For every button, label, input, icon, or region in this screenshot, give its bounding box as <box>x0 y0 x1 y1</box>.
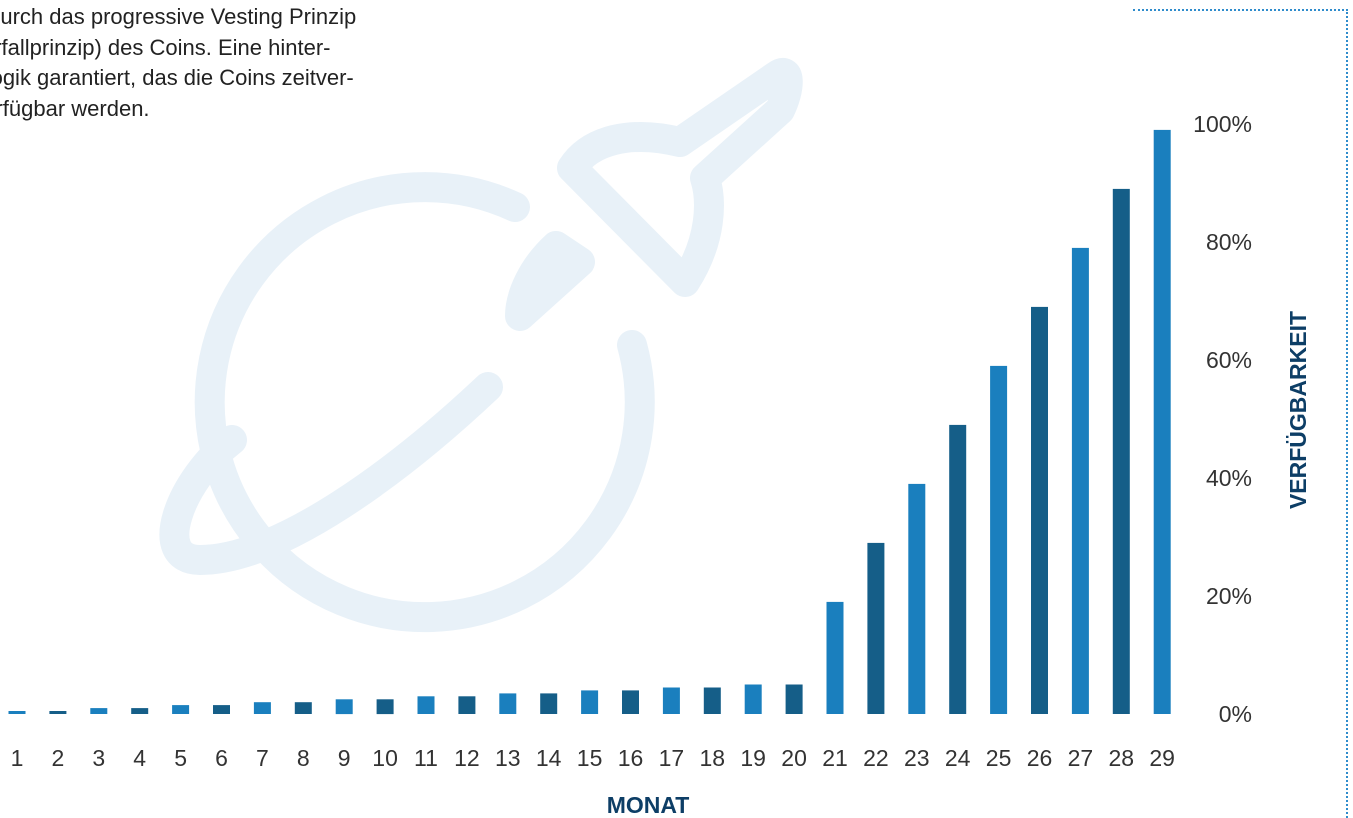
x-tick-label: 1 <box>11 745 24 771</box>
bars-group <box>8 129 1171 715</box>
intro-line: e Logik garantiert, das die Coins zeitve… <box>0 65 354 90</box>
bar-month-3 <box>90 708 108 714</box>
x-tick-label: 12 <box>454 745 480 771</box>
x-tick-label: 2 <box>52 745 65 771</box>
bar-month-21 <box>826 601 844 714</box>
y-axis-title: VERFÜGBARKEIT <box>1285 311 1311 509</box>
x-tick-label: 11 <box>414 745 438 771</box>
bar-month-14 <box>540 693 558 714</box>
bar-month-4 <box>131 708 149 714</box>
bar-month-13 <box>499 693 517 714</box>
bar-month-6 <box>213 705 230 714</box>
x-axis-title: MONAT <box>607 792 690 818</box>
bar-month-15 <box>581 690 599 714</box>
bar-month-25 <box>990 365 1008 714</box>
x-tick-label: 28 <box>1109 745 1135 771</box>
bar-month-22 <box>867 542 885 714</box>
x-tick-label: 25 <box>986 745 1012 771</box>
bar-month-10 <box>376 699 394 715</box>
x-tick-label: 5 <box>174 745 187 771</box>
bar-month-18 <box>703 687 721 714</box>
x-tick-label: 23 <box>904 745 930 771</box>
bar-month-2 <box>49 711 67 714</box>
x-tick-label: 9 <box>338 745 351 771</box>
x-tick-label: 29 <box>1149 745 1175 771</box>
x-tick-label: 20 <box>781 745 807 771</box>
x-tick-label: 8 <box>297 745 310 771</box>
x-tick-label: 19 <box>740 745 766 771</box>
bar-month-19 <box>744 684 762 714</box>
bar-month-5 <box>172 705 190 714</box>
x-tick-label: 18 <box>700 745 726 771</box>
dotted-frame-right <box>1346 9 1348 818</box>
x-tick-label: 4 <box>133 745 146 771</box>
x-tick-label: 13 <box>495 745 521 771</box>
x-tick-label: 22 <box>863 745 889 771</box>
bar-month-8 <box>294 702 312 714</box>
dotted-frame-top <box>1133 9 1348 11</box>
bar-month-16 <box>622 690 639 714</box>
y-tick-labels: 0% 20% 40% 60% 80% 100% <box>1193 111 1252 727</box>
planet-orbit <box>159 372 503 575</box>
bar-month-26 <box>1031 306 1048 714</box>
intro-line: t verfügbar werden. <box>0 95 150 121</box>
rocket-planet-icon <box>159 58 803 633</box>
bar-month-12 <box>458 696 476 714</box>
bar-month-1 <box>8 711 26 714</box>
bar-month-17 <box>662 687 680 714</box>
x-tick-label: 10 <box>372 745 398 771</box>
x-tick-label: 6 <box>215 745 228 771</box>
bar-month-24 <box>949 424 967 714</box>
x-tick-label: 24 <box>945 745 971 771</box>
x-tick-labels: 1 2 3 4 5 6 7 8 9 10 11 12 13 14 15 16 17 18 19 20 21 22 23 24 2… <box>11 745 1175 771</box>
bar-month-27 <box>1071 247 1089 714</box>
x-tick-label: 17 <box>659 745 685 771</box>
bar-month-9 <box>335 699 353 715</box>
x-tick-label: 16 <box>618 745 644 771</box>
bar-month-29 <box>1153 129 1171 714</box>
intro-line: sserfallprinzip) des Coins. Eine hinter- <box>0 34 331 60</box>
x-tick-label: 15 <box>577 745 603 771</box>
y-tick-label: 80% <box>1206 229 1252 255</box>
bar-month-20 <box>785 684 803 714</box>
bar-month-28 <box>1112 188 1130 714</box>
bar-month-11 <box>417 696 435 714</box>
x-tick-label: 27 <box>1068 745 1094 771</box>
bar-month-7 <box>253 702 271 714</box>
intro-line: eil durch das progressive Vesting Prinzi… <box>0 4 357 29</box>
y-tick-label: 40% <box>1206 465 1252 491</box>
intro-paragraph: eil durch das progressive Vesting Prinzi… <box>0 2 460 124</box>
y-tick-label: 20% <box>1206 583 1252 609</box>
y-tick-label: 0% <box>1219 701 1252 727</box>
rocket-body <box>557 58 803 297</box>
bar-month-23 <box>908 483 926 714</box>
rocket-fin <box>505 231 595 331</box>
x-tick-label: 3 <box>92 745 105 771</box>
y-tick-label: 100% <box>1193 111 1252 137</box>
x-tick-label: 26 <box>1027 745 1053 771</box>
x-tick-label: 7 <box>256 745 269 771</box>
y-tick-label: 60% <box>1206 347 1252 373</box>
x-tick-label: 14 <box>536 745 562 771</box>
x-tick-label: 21 <box>822 745 848 771</box>
